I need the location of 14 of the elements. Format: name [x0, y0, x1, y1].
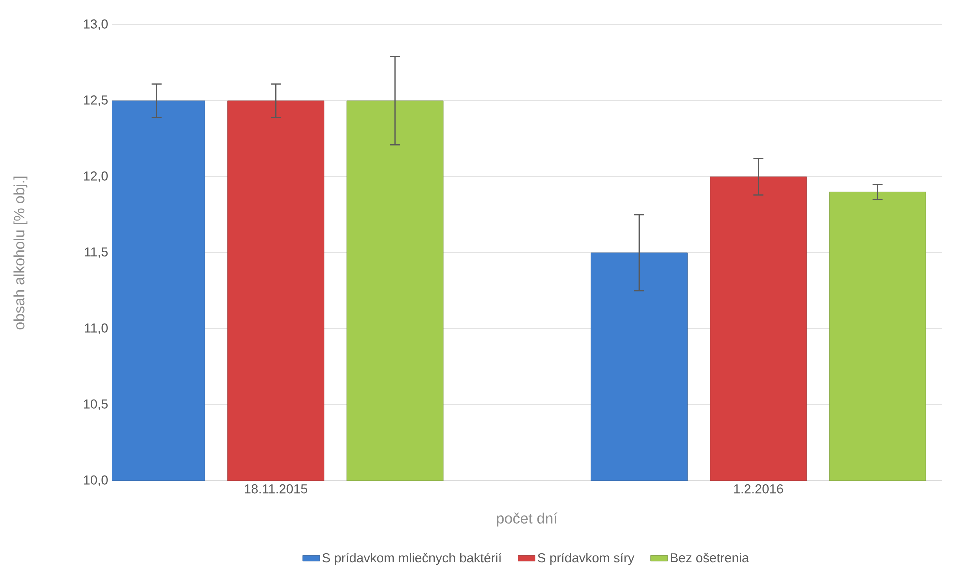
y-tick-label: 12,5: [84, 96, 108, 106]
y-tick-label: 11,5: [85, 248, 108, 258]
x-axis-title: počet dní: [497, 512, 558, 527]
y-tick-label: 10,5: [84, 400, 108, 410]
legend-label: S prídavkom síry: [538, 553, 635, 566]
x-tick-label: 1.2.2016: [734, 484, 784, 494]
y-tick-label: 12,0: [84, 172, 108, 182]
x-tick-label: 18.11.2015: [245, 484, 308, 494]
y-tick-label: 10,0: [84, 476, 108, 486]
y-tick-label: 11,0: [85, 324, 108, 334]
legend-label: Bez ošetrenia: [671, 553, 750, 563]
y-axis-title: obsah alkoholu [% obj.]: [14, 176, 28, 330]
legend-label: S prídavkom mliečnych baktérií: [322, 553, 502, 566]
y-tick-label: 13,0: [84, 20, 108, 30]
